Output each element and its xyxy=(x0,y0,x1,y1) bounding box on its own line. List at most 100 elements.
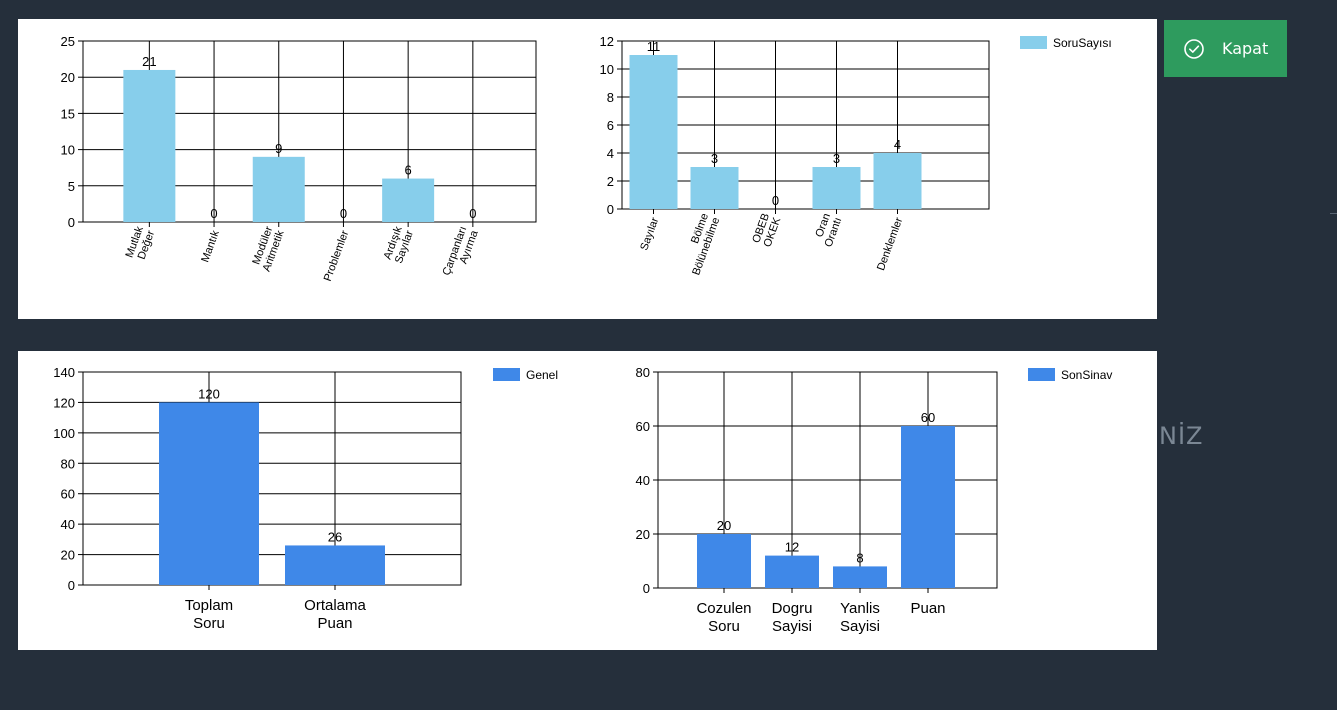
chart-c1: 0 5 10 15 20 25 21 0 9 0 6 0 MutlakDeğer Mantık Modüle… xyxy=(61,34,537,283)
close-button-label: Kapat xyxy=(1222,39,1269,58)
y-tick-label: 5 xyxy=(68,179,75,194)
data-label: 0 xyxy=(772,193,779,208)
x-tick-label: Toplam Soru xyxy=(185,597,233,632)
x-tick-label: ArdışıkSayılar xyxy=(382,224,416,265)
data-label: 8 xyxy=(856,550,863,565)
x-tick-label: Problemler xyxy=(322,229,352,283)
x-tick-label-line: Soru xyxy=(193,615,225,632)
bar xyxy=(901,426,955,588)
bottom-chart-panel: 0 20 40 60 80 100 120 140 120 26 Toplam Soru Ortalam… xyxy=(18,351,1157,650)
x-tick-label-line: Soru xyxy=(708,618,740,635)
y-tick-label: 10 xyxy=(600,62,614,77)
data-label: 0 xyxy=(210,206,217,221)
y-tick-label: 10 xyxy=(61,143,75,158)
bar xyxy=(629,55,678,209)
x-tick-label-line: Sayisi xyxy=(840,618,880,635)
bar xyxy=(812,167,861,209)
bar xyxy=(833,566,887,588)
y-tick-label: 0 xyxy=(643,581,650,596)
x-tick-label-line: Puan xyxy=(910,600,945,617)
y-tick-label: 20 xyxy=(636,527,650,542)
x-tick-label: Sayılar xyxy=(638,216,661,253)
legend-swatch xyxy=(1028,368,1055,381)
x-tick-label: ÇarpanlarıAyırma xyxy=(441,224,481,281)
x-tick-label: BölmeBölünebilme xyxy=(679,212,722,277)
y-tick-label: 100 xyxy=(53,426,75,441)
x-tick-label: Cozulen Soru xyxy=(696,600,751,635)
data-label: 20 xyxy=(717,518,731,533)
x-tick-label-line: Dogru xyxy=(772,600,813,617)
y-tick-label: 40 xyxy=(636,473,650,488)
x-tick-label: Yanlis Sayisi xyxy=(840,600,880,635)
y-tick-label: 15 xyxy=(61,106,75,121)
bar xyxy=(123,69,176,223)
y-tick-label: 20 xyxy=(61,70,75,85)
y-tick-label: 140 xyxy=(53,365,75,380)
x-tick-label: Mantık xyxy=(199,228,222,264)
x-tick-label: Ortalama Puan xyxy=(304,597,366,632)
x-tick-label: Puan xyxy=(910,600,945,617)
background-text: NİZ xyxy=(1159,422,1204,450)
legend-label: SonSinav xyxy=(1061,368,1112,382)
y-tick-label: 0 xyxy=(68,215,75,230)
bar xyxy=(285,545,385,585)
legend-swatch xyxy=(493,368,520,381)
x-tick-label: Denklemler xyxy=(875,216,905,273)
plot-frame xyxy=(657,371,998,589)
plot-frame xyxy=(82,371,462,586)
chart-c2: 0 2 4 6 8 10 12 11 3 0 3 4 Sayılar BölmeBölünebilme OB… xyxy=(600,34,1112,277)
x-tick-label-line: Yanlis xyxy=(840,600,880,617)
y-tick-label: 8 xyxy=(607,90,614,105)
bar xyxy=(690,167,739,209)
data-label: 11 xyxy=(647,39,661,54)
x-tick-label-line: Mantık xyxy=(199,228,222,264)
bar xyxy=(697,534,751,588)
data-label: 120 xyxy=(198,386,220,401)
x-tick-label-line: Denklemler xyxy=(875,216,905,273)
y-tick-label: 0 xyxy=(68,578,75,593)
data-label: 6 xyxy=(405,163,412,178)
data-label: 21 xyxy=(142,54,156,69)
y-tick-label: 25 xyxy=(61,34,75,49)
legend-label: SoruSayısı xyxy=(1053,36,1112,50)
data-label: 0 xyxy=(469,206,476,221)
y-tick-label: 80 xyxy=(61,456,75,471)
y-tick-label: 60 xyxy=(636,419,650,434)
x-tick-label: ModülerAritmetik xyxy=(249,224,286,273)
x-tick-label: MutlakDeğer xyxy=(124,224,158,263)
x-tick-label: Dogru Sayisi xyxy=(772,600,813,635)
bar xyxy=(873,153,922,209)
y-tick-label: 12 xyxy=(600,34,614,49)
x-tick-label-line: Problemler xyxy=(322,229,352,283)
x-tick-label: OranOrantı xyxy=(811,212,844,249)
bar xyxy=(765,555,819,588)
y-tick-label: 6 xyxy=(607,118,614,133)
x-tick-label-line: Sayılar xyxy=(638,216,661,253)
data-label: 60 xyxy=(921,410,935,425)
y-tick-label: 80 xyxy=(636,365,650,380)
edge-divider xyxy=(1330,213,1337,214)
top-chart-panel: 0 5 10 15 20 25 21 0 9 0 6 0 MutlakDeğer Mantık Modüle… xyxy=(18,19,1157,319)
x-tick-label-line: Ortalama xyxy=(304,597,366,614)
y-tick-label: 4 xyxy=(607,146,614,161)
data-label: 12 xyxy=(785,540,799,555)
x-tick-label-line: Cozulen xyxy=(696,600,751,617)
bar xyxy=(252,156,305,222)
chart-c3: 0 20 40 60 80 100 120 140 120 26 Toplam Soru Ortalam… xyxy=(53,365,558,632)
data-label: 0 xyxy=(340,206,347,221)
x-tick-label-line: Sayisi xyxy=(772,618,812,635)
plot-frame xyxy=(82,40,537,223)
legend-swatch xyxy=(1020,36,1047,49)
data-label: 3 xyxy=(833,151,840,166)
y-tick-label: 20 xyxy=(61,548,75,563)
data-label: 4 xyxy=(894,137,901,152)
x-tick-label: OBEBOKEK xyxy=(750,211,783,249)
y-tick-label: 40 xyxy=(61,517,75,532)
close-button[interactable]: Kapat xyxy=(1164,20,1287,77)
y-tick-label: 60 xyxy=(61,487,75,502)
y-tick-label: 0 xyxy=(607,202,614,217)
legend-label: Genel xyxy=(526,368,558,382)
y-tick-label: 2 xyxy=(607,174,614,189)
